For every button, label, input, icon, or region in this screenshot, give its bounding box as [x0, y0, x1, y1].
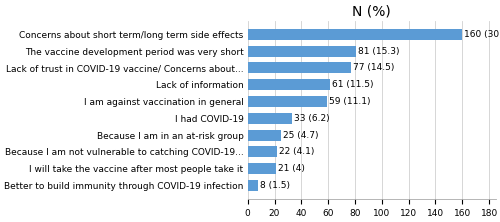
Text: 21 (4): 21 (4): [278, 164, 305, 173]
Title: N (%): N (%): [352, 4, 391, 18]
Bar: [248, 163, 276, 174]
Bar: [248, 46, 356, 57]
Bar: [248, 130, 281, 141]
Bar: [248, 96, 327, 107]
Bar: [248, 62, 351, 73]
Text: 61 (11.5): 61 (11.5): [332, 80, 373, 89]
Bar: [248, 147, 277, 157]
Text: 77 (14.5): 77 (14.5): [353, 63, 395, 72]
Text: 25 (4.7): 25 (4.7): [284, 131, 319, 140]
Text: 81 (15.3): 81 (15.3): [358, 47, 400, 56]
Text: 22 (4.1): 22 (4.1): [279, 147, 314, 157]
Bar: [248, 113, 292, 124]
Text: 33 (6.2): 33 (6.2): [294, 114, 330, 123]
Text: 59 (11.1): 59 (11.1): [329, 97, 370, 106]
Bar: [248, 180, 258, 191]
Bar: [248, 29, 462, 40]
Bar: [248, 79, 330, 90]
Text: 8 (1.5): 8 (1.5): [260, 181, 290, 190]
Text: 160 (30): 160 (30): [464, 30, 500, 39]
